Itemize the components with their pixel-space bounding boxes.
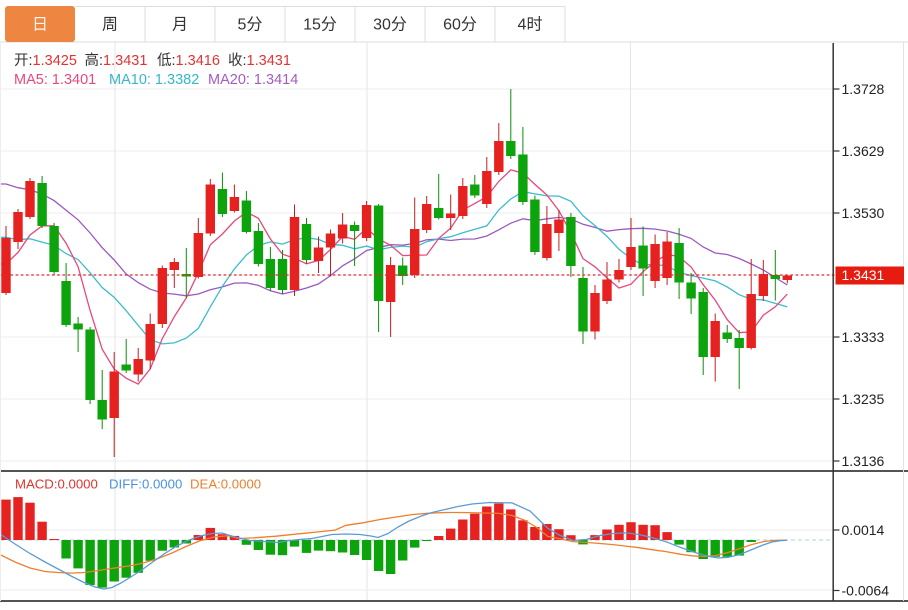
svg-text:高:1.3431: 高:1.3431 bbox=[85, 52, 148, 69]
svg-text:1.3235: 1.3235 bbox=[842, 391, 885, 407]
svg-text:0.0014: 0.0014 bbox=[842, 522, 885, 538]
svg-text:MA10: 1.3382: MA10: 1.3382 bbox=[109, 72, 199, 88]
svg-text:低:1.3416: 低:1.3416 bbox=[157, 52, 220, 69]
svg-text:MA5: 1.3401: MA5: 1.3401 bbox=[14, 72, 96, 88]
svg-text:60分: 60分 bbox=[443, 16, 477, 34]
svg-text:15分: 15分 bbox=[303, 16, 337, 34]
svg-text:1.3431: 1.3431 bbox=[842, 267, 885, 283]
svg-text:4时: 4时 bbox=[518, 16, 543, 34]
svg-text:收:1.3431: 收:1.3431 bbox=[228, 52, 291, 69]
svg-text:1.3629: 1.3629 bbox=[842, 143, 885, 159]
svg-text:1.3333: 1.3333 bbox=[842, 329, 885, 345]
svg-text:MACD:0.0000: MACD:0.0000 bbox=[15, 477, 98, 492]
svg-text:MA20: 1.3414: MA20: 1.3414 bbox=[208, 72, 298, 88]
svg-text:开:1.3425: 开:1.3425 bbox=[14, 53, 77, 69]
svg-text:-0.0064: -0.0064 bbox=[842, 583, 890, 599]
svg-text:月: 月 bbox=[172, 17, 188, 34]
svg-text:30分: 30分 bbox=[373, 16, 407, 34]
svg-text:日: 日 bbox=[32, 17, 48, 34]
svg-text:1.3530: 1.3530 bbox=[842, 205, 885, 221]
svg-text:周: 周 bbox=[102, 17, 118, 34]
svg-text:5分: 5分 bbox=[238, 16, 263, 34]
svg-text:1.3136: 1.3136 bbox=[842, 453, 885, 469]
svg-text:DEA:0.0000: DEA:0.0000 bbox=[190, 477, 261, 492]
svg-text:1.3728: 1.3728 bbox=[842, 81, 885, 97]
svg-text:DIFF:0.0000: DIFF:0.0000 bbox=[109, 477, 182, 492]
